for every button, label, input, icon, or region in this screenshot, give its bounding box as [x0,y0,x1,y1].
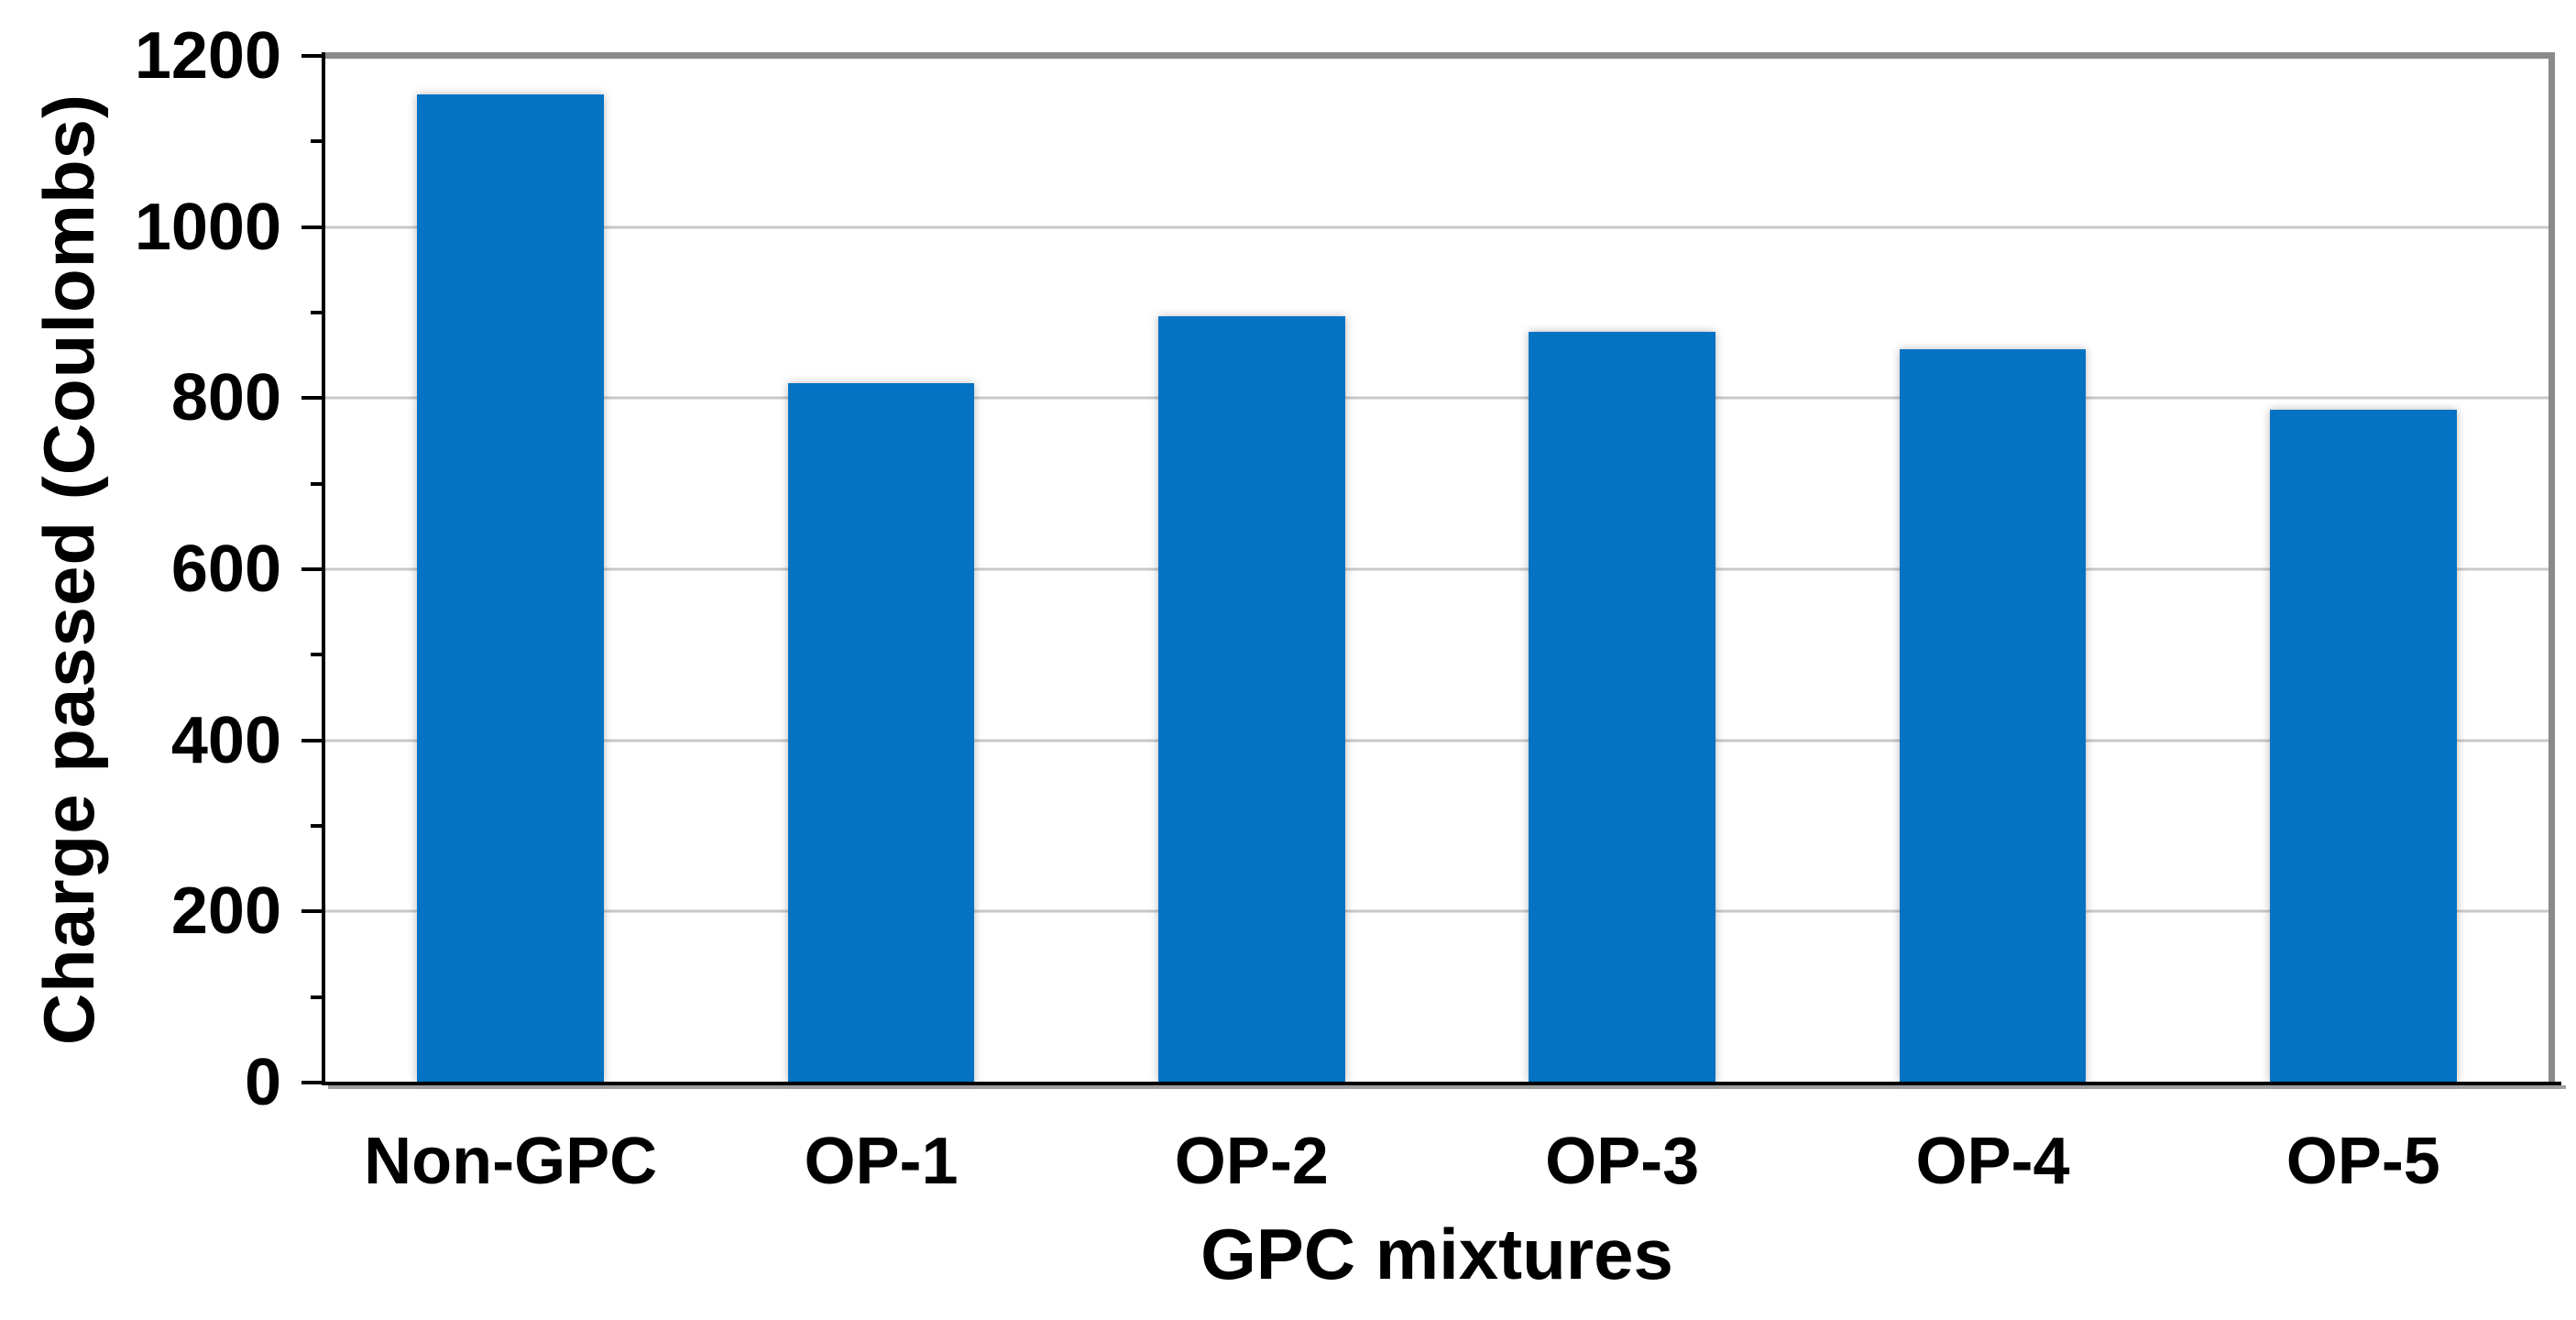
bar-non-gpc [417,94,605,1083]
bar-slot-op-3 [1437,56,1807,1083]
y-major-tick-1000 [301,225,325,229]
bar-slot-non-gpc [325,56,696,1083]
y-axis-line [322,52,325,1085]
y-tick-label-1200: 1200 [134,19,281,93]
bar-op-4 [1899,349,2087,1083]
bar-slot-op-1 [696,56,1066,1083]
y-minor-tick-1100 [311,139,325,144]
y-minor-tick-700 [311,481,325,486]
y-minor-tick-100 [311,995,325,999]
gridline-1000 [325,226,2549,229]
y-tick-label-1000: 1000 [134,190,281,264]
y-major-tick-0 [301,1081,325,1084]
y-tick-label-800: 800 [170,361,281,435]
bar-slot-op-5 [2178,56,2549,1083]
x-label-op-4: OP-4 [1915,1125,2070,1198]
bar-op-2 [1157,315,1345,1083]
x-axis-line [322,1082,2561,1085]
gridline-200 [325,909,2549,913]
y-major-tick-800 [301,396,325,401]
gridline-800 [325,396,2549,400]
y-minor-tick-500 [311,653,325,657]
y-major-tick-400 [301,738,325,742]
x-label-op-2: OP-2 [1174,1125,1329,1198]
x-label-op-3: OP-3 [1545,1125,1700,1198]
bar-op-1 [787,382,975,1083]
x-label-non-gpc: Non-GPC [364,1125,658,1198]
y-minor-tick-900 [311,311,325,314]
bar-op-3 [1529,332,1716,1083]
y-tick-label-0: 0 [244,1046,281,1119]
plot-frame-right [2549,52,2555,1085]
bar-slot-op-2 [1067,56,1437,1083]
bars-layer [325,56,2549,1083]
gridline-400 [325,739,2549,742]
x-axis-labels: Non-GPC OP-1 OP-2 OP-3 OP-4 OP-5 [325,1085,2549,1204]
x-label-op-1: OP-1 [804,1125,959,1198]
y-major-tick-600 [301,567,325,571]
bar-op-5 [2269,410,2457,1083]
bar-slot-op-4 [1807,56,2177,1083]
y-minor-tick-300 [311,824,325,828]
x-axis-title: GPC mixtures [1200,1214,1673,1294]
y-major-tick-200 [301,909,325,914]
y-tick-label-400: 400 [170,703,281,777]
y-tick-label-200: 200 [170,874,281,949]
plot-area [325,56,2549,1083]
gridline-600 [325,567,2549,571]
y-tick-label-600: 600 [170,533,281,606]
y-major-tick-1200 [301,54,325,58]
plot-frame-top [325,52,2555,59]
x-axis-shadow [328,1085,2566,1089]
x-label-op-5: OP-5 [2286,1125,2440,1198]
y-axis: 0 200 400 600 800 1000 1200 [0,23,325,1116]
